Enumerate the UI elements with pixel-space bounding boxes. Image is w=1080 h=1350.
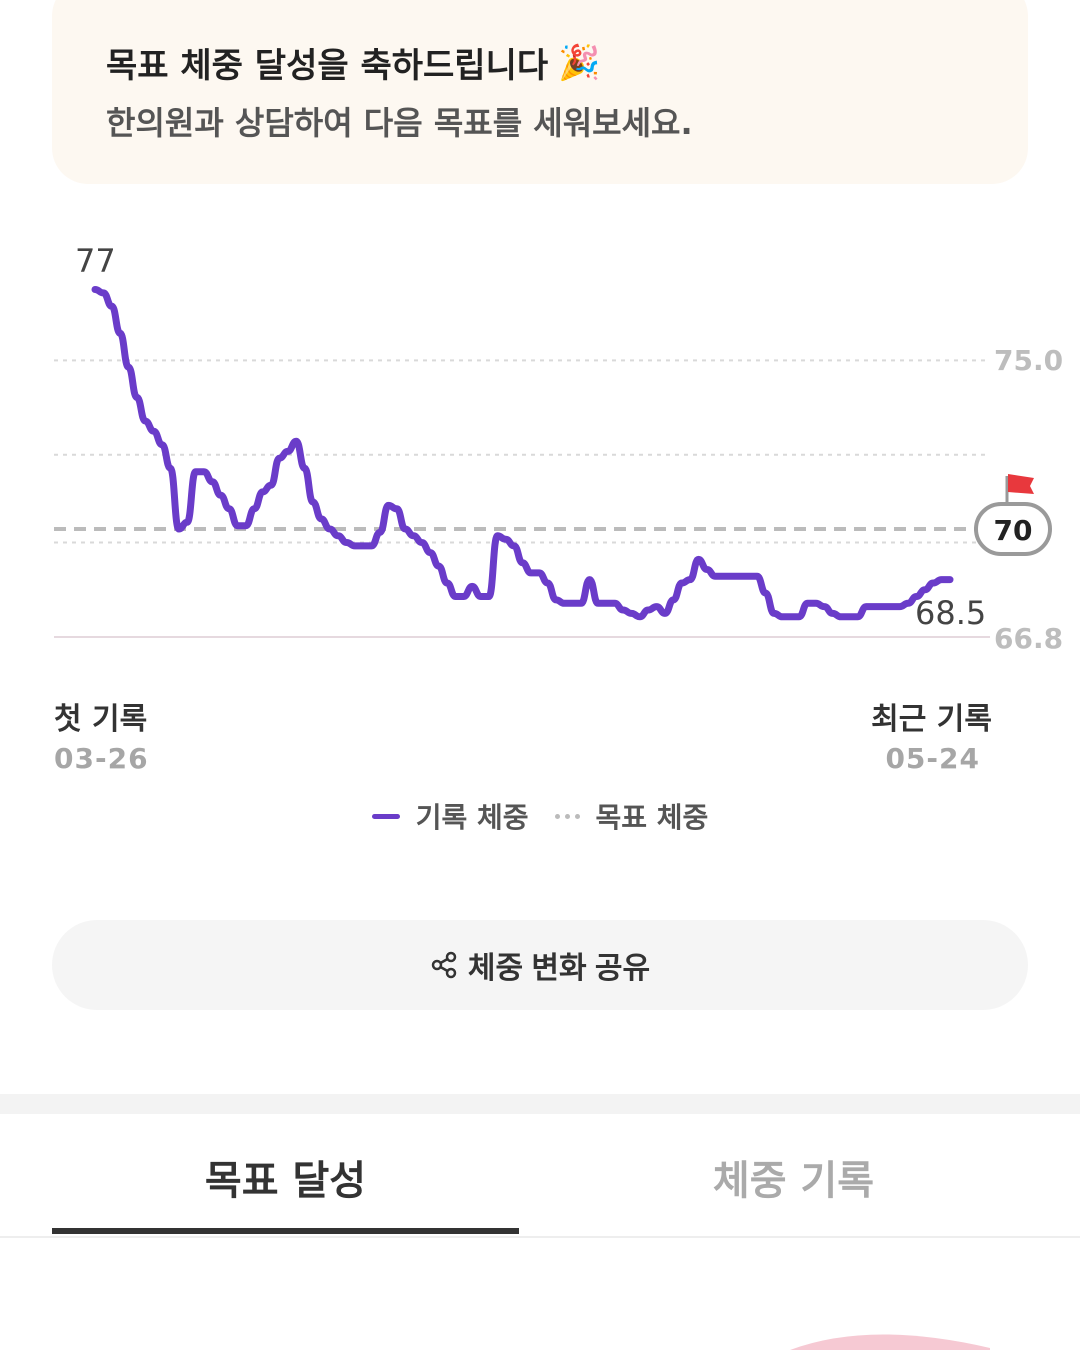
active-tab-indicator <box>52 1228 519 1234</box>
chart-grid <box>54 359 990 638</box>
legend-recorded-weight: 기록 체중 <box>371 796 529 836</box>
latest-record-label: 최근 기록 <box>871 702 992 737</box>
weight-chart: 75.0 66.8 77 68.5 70 <box>54 242 1063 655</box>
tab-bar: 목표 달성 체중 기록 <box>0 1114 1080 1238</box>
banner-subtitle: 한의원과 상담하여 다음 목표를 세워보세요. <box>106 104 693 142</box>
legend-goal-weight: 목표 체중 <box>554 796 709 836</box>
party-popper-icon: 🎉 <box>558 42 601 83</box>
banner-title: 목표 체중 달성을 축하드립니다 🎉 <box>106 38 601 87</box>
tab-goal-achievement[interactable]: 목표 달성 <box>204 1158 367 1204</box>
chart-legend: 기록 체중 목표 체중 <box>0 796 1080 836</box>
congrats-banner <box>52 0 1028 184</box>
flag-icon <box>1005 474 1034 502</box>
latest-record-date: 05-24 <box>885 742 980 775</box>
y-tick-66-8: 66.8 <box>994 622 1063 655</box>
goal-badge: 70 <box>974 502 1052 556</box>
tab-weight-records[interactable]: 체중 기록 <box>712 1158 875 1204</box>
legend-recorded-label: 기록 체중 <box>415 801 529 834</box>
start-value-label: 77 <box>75 242 116 280</box>
end-value-label: 68.5 <box>915 594 986 632</box>
share-weight-change-button[interactable]: 체중 변화 공유 <box>52 920 1028 1010</box>
goal-value-label: 70 <box>994 514 1033 547</box>
legend-dotted-swatch <box>554 813 580 819</box>
share-icon <box>431 951 457 979</box>
decorative-illustration <box>790 1334 990 1350</box>
share-button-label: 체중 변화 공유 <box>467 952 651 985</box>
banner-title-text: 목표 체중 달성을 축하드립니다 <box>106 46 549 86</box>
first-record-date: 03-26 <box>54 742 149 775</box>
legend-solid-swatch <box>371 813 400 819</box>
weight-series-line <box>91 286 954 621</box>
legend-goal-label: 목표 체중 <box>595 801 709 834</box>
first-record-label: 첫 기록 <box>54 702 148 737</box>
y-tick-75: 75.0 <box>994 344 1063 377</box>
section-divider <box>0 1094 1080 1114</box>
